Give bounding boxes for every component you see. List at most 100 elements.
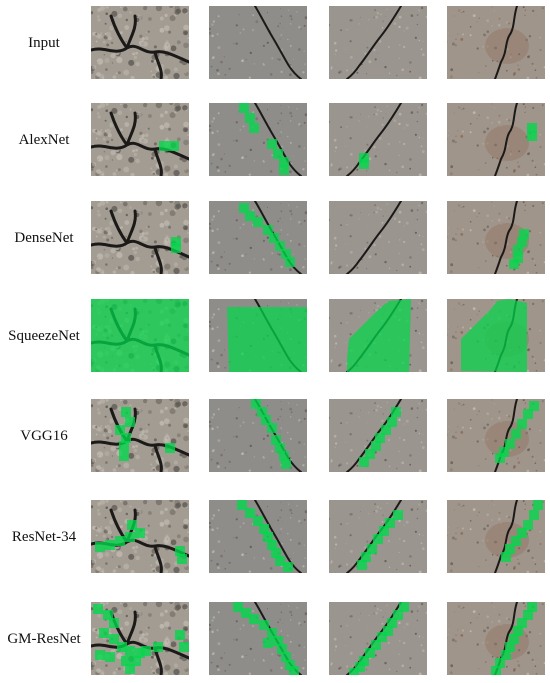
- texture-speckle: [522, 201, 525, 204]
- texture-speckle: [418, 369, 422, 372]
- texture-speckle: [304, 211, 307, 215]
- texture-speckle: [461, 228, 465, 231]
- texture-speckle: [457, 629, 459, 631]
- texture-speckle: [448, 526, 450, 528]
- texture-speckle: [102, 534, 106, 538]
- texture-speckle: [174, 209, 177, 212]
- texture-speckle: [447, 434, 448, 436]
- texture-speckle: [483, 228, 486, 232]
- texture-speckle: [528, 631, 532, 634]
- texture-speckle: [212, 651, 215, 655]
- texture-speckle: [168, 423, 172, 427]
- detection-overlay-cell: [241, 608, 251, 618]
- texture-speckle: [374, 302, 377, 305]
- texture-speckle: [376, 149, 378, 151]
- texture-speckle: [403, 30, 405, 32]
- pavement-background: [329, 103, 427, 176]
- texture-speckle: [96, 155, 104, 162]
- texture-speckle: [239, 628, 242, 630]
- texture-speckle: [457, 106, 461, 109]
- texture-speckle: [235, 518, 238, 521]
- texture-speckle: [541, 202, 544, 205]
- texture-speckle: [541, 7, 544, 10]
- texture-speckle: [346, 322, 348, 324]
- texture-speckle: [209, 124, 211, 128]
- texture-speckle: [349, 651, 353, 655]
- texture-speckle: [385, 409, 386, 411]
- texture-speckle: [135, 246, 138, 250]
- texture-speckle: [399, 538, 401, 540]
- texture-speckle: [103, 446, 106, 449]
- texture-speckle: [155, 399, 163, 405]
- texture-speckle: [531, 455, 534, 458]
- texture-speckle: [388, 668, 391, 670]
- texture-speckle: [506, 541, 509, 545]
- texture-speckle: [103, 132, 108, 137]
- texture-speckle: [287, 532, 289, 535]
- detection-overlay-cell: [391, 407, 401, 417]
- pavement-texture: [209, 299, 307, 372]
- texture-speckle: [288, 106, 290, 108]
- texture-speckle: [104, 253, 110, 258]
- texture-speckle: [135, 444, 138, 448]
- texture-speckle: [472, 111, 476, 114]
- texture-speckle: [329, 24, 331, 26]
- texture-speckle: [496, 157, 499, 160]
- texture-speckle: [356, 168, 359, 171]
- detection-overlay-cell: [165, 443, 175, 453]
- texture-speckle: [148, 511, 152, 515]
- texture-speckle: [498, 613, 501, 616]
- texture-speckle: [174, 605, 180, 611]
- texture-speckle: [262, 44, 265, 48]
- texture-speckle: [109, 220, 112, 223]
- detection-overlay-cell: [511, 536, 521, 546]
- texture-speckle: [508, 415, 511, 418]
- texture-speckle: [418, 136, 421, 139]
- texture-speckle: [169, 500, 174, 503]
- texture-speckle: [334, 547, 336, 549]
- texture-speckle: [368, 157, 372, 161]
- pavement-texture: [209, 602, 307, 675]
- texture-speckle: [539, 633, 541, 635]
- texture-speckle: [483, 247, 485, 248]
- texture-speckle: [125, 512, 128, 516]
- texture-speckle: [102, 40, 106, 44]
- result-image: [91, 201, 189, 274]
- texture-speckle: [410, 209, 414, 212]
- result-image: [329, 103, 427, 176]
- texture-speckle: [483, 527, 486, 531]
- texture-speckle: [478, 566, 480, 568]
- texture-speckle: [486, 240, 489, 243]
- texture-speckle: [333, 637, 337, 641]
- texture-speckle: [350, 312, 353, 315]
- texture-speckle: [128, 156, 135, 163]
- texture-speckle: [478, 410, 480, 412]
- texture-speckle: [386, 105, 388, 107]
- texture-speckle: [350, 615, 353, 618]
- texture-speckle: [410, 14, 414, 17]
- detection-overlay-cell: [289, 666, 299, 675]
- texture-speckle: [405, 520, 409, 524]
- texture-speckle: [486, 45, 489, 48]
- texture-speckle: [164, 220, 170, 226]
- texture-speckle: [373, 145, 376, 149]
- texture-speckle: [145, 627, 148, 630]
- texture-speckle: [505, 665, 508, 668]
- texture-speckle: [338, 464, 341, 467]
- texture-speckle: [267, 305, 268, 307]
- texture-speckle: [449, 172, 453, 176]
- texture-speckle: [147, 225, 150, 228]
- texture-speckle: [279, 135, 281, 137]
- detection-overlay-cell: [125, 664, 135, 674]
- pavement-texture: [209, 201, 307, 274]
- texture-speckle: [419, 606, 421, 608]
- detection-overlay-cell: [277, 644, 287, 654]
- texture-speckle: [330, 261, 333, 264]
- texture-speckle: [235, 24, 238, 27]
- texture-speckle: [95, 130, 98, 133]
- texture-speckle: [183, 435, 189, 442]
- texture-speckle: [120, 128, 123, 131]
- detection-overlay-cell: [373, 534, 383, 544]
- detection-overlay-cell: [523, 520, 533, 530]
- texture-speckle: [145, 525, 148, 528]
